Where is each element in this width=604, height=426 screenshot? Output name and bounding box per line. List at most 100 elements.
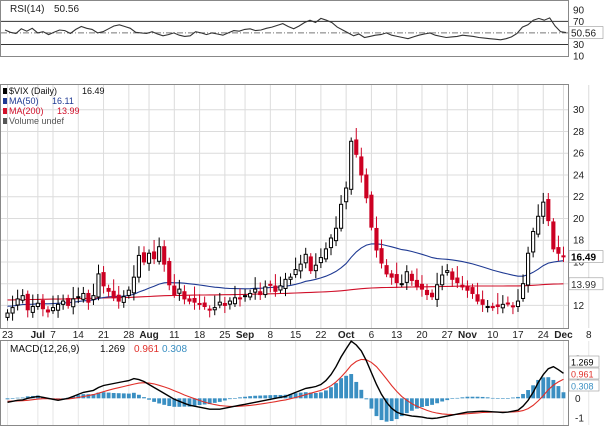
legend-swatch xyxy=(3,88,7,94)
macd-histogram-bar xyxy=(465,396,470,399)
macd-histogram-bar xyxy=(238,397,242,399)
macd-histogram-bar xyxy=(106,392,111,399)
macd-histogram-bar xyxy=(374,398,379,417)
price-panel xyxy=(0,84,569,329)
macd-histogram-bar xyxy=(298,392,303,399)
candle-body xyxy=(222,302,227,306)
macd-histogram-bar xyxy=(20,397,25,399)
candle-body xyxy=(450,271,455,280)
macd-histogram-bar xyxy=(354,381,359,399)
macd-histogram-bar xyxy=(455,397,460,399)
macd-histogram-bar xyxy=(485,397,490,399)
x-axis-tick-label: 25 xyxy=(219,330,231,341)
candle-body xyxy=(480,299,485,305)
candle-body xyxy=(409,273,414,281)
candle-body xyxy=(349,140,354,190)
histogram-legend-value: 0.308 xyxy=(162,344,187,355)
macd-histogram-bar xyxy=(450,398,455,399)
candle-body xyxy=(111,290,116,299)
macd-histogram-bar xyxy=(379,398,384,421)
candle-body xyxy=(288,276,293,280)
macd-histogram-bar xyxy=(500,398,505,399)
candle-body xyxy=(541,201,546,217)
price-y-tick-label: 20 xyxy=(573,214,585,225)
macd-histogram-bar xyxy=(526,390,531,399)
macd-histogram-bar xyxy=(541,377,546,399)
candle-body xyxy=(25,293,30,311)
price-legend-label: Volume undef xyxy=(9,116,65,126)
candle-body xyxy=(217,301,222,306)
macd-histogram-bar xyxy=(167,398,172,407)
candle-body xyxy=(475,294,480,302)
candle-body xyxy=(551,221,556,250)
rsi-panel xyxy=(0,0,569,57)
candle-body xyxy=(131,276,136,294)
candle-body xyxy=(278,285,283,291)
rsi-line xyxy=(4,17,567,41)
macd-histogram-bar xyxy=(521,393,525,399)
macd-histogram-bar xyxy=(344,375,349,399)
candle-body xyxy=(490,306,495,309)
candle-body xyxy=(460,284,465,288)
macd-histogram-bar xyxy=(551,379,556,399)
macd-histogram-bar xyxy=(318,392,323,399)
candle-body xyxy=(510,305,515,308)
macd-histogram-bar xyxy=(349,374,354,399)
candle-body xyxy=(5,312,10,318)
macd-histogram-bar xyxy=(399,398,404,417)
macd-histogram-bar xyxy=(121,393,126,399)
x-axis-tick-label: 18 xyxy=(194,330,206,341)
macd-badge-label: 0.961 xyxy=(571,370,594,380)
x-axis-tick-label: Dec xyxy=(554,330,573,341)
macd-histogram-bar xyxy=(389,398,394,422)
macd-histogram-bar xyxy=(511,397,515,399)
candle-body xyxy=(556,247,561,254)
candle-body xyxy=(126,289,131,296)
macd-histogram-bar xyxy=(101,392,106,399)
macd-histogram-bar xyxy=(172,398,177,407)
x-axis-tick-label: Jul xyxy=(31,330,46,341)
macd-histogram-bar xyxy=(268,395,273,399)
candle-body xyxy=(141,252,147,263)
candle-body xyxy=(384,265,389,275)
macd-badge-box xyxy=(568,379,600,392)
candle-body xyxy=(354,139,359,155)
candle-body xyxy=(470,287,475,294)
macd-histogram-bar xyxy=(420,398,424,408)
candle-body xyxy=(56,303,61,311)
macd-histogram-bar xyxy=(222,398,227,401)
macd-histogram-bar xyxy=(157,398,162,404)
macd-histogram-bar xyxy=(460,397,465,399)
macd-histogram-bar xyxy=(15,397,20,399)
grid-lines xyxy=(1,20,590,425)
candle-body xyxy=(136,254,141,278)
macd-histogram-bar xyxy=(192,398,197,406)
macd-histogram-bar xyxy=(435,398,440,404)
price-y-tick-label: 24 xyxy=(573,170,585,181)
candle-body xyxy=(76,296,81,299)
candle-body xyxy=(35,302,40,308)
candle-body xyxy=(237,297,243,300)
macd-histogram-bar xyxy=(177,398,182,407)
x-axis-tick-label: Sep xyxy=(236,330,254,341)
candle-body xyxy=(303,253,308,264)
candle-body xyxy=(500,303,505,309)
macd-badge-box xyxy=(568,367,600,380)
macd-histogram-bar xyxy=(430,398,434,405)
price-y-tick-label: 18 xyxy=(573,236,585,247)
candle-body xyxy=(328,237,334,249)
rsi-legend-label: RSI(14) xyxy=(10,4,44,15)
x-axis-tick-label: 22 xyxy=(315,330,327,341)
macd-histogram-bar xyxy=(116,393,121,399)
macd-histogram-bar xyxy=(131,392,136,399)
price-y-tick-label: 30 xyxy=(573,105,585,116)
candle-body xyxy=(465,286,470,291)
candle-body xyxy=(157,246,162,262)
legend-swatch xyxy=(3,108,7,114)
macd-histogram-bar xyxy=(475,396,480,399)
macd-histogram-bar xyxy=(207,398,212,405)
x-axis-tick-label: 14 xyxy=(73,330,85,341)
macd-histogram-bar xyxy=(480,396,485,399)
macd-histogram-bar xyxy=(142,397,146,399)
candle-body xyxy=(116,294,121,302)
